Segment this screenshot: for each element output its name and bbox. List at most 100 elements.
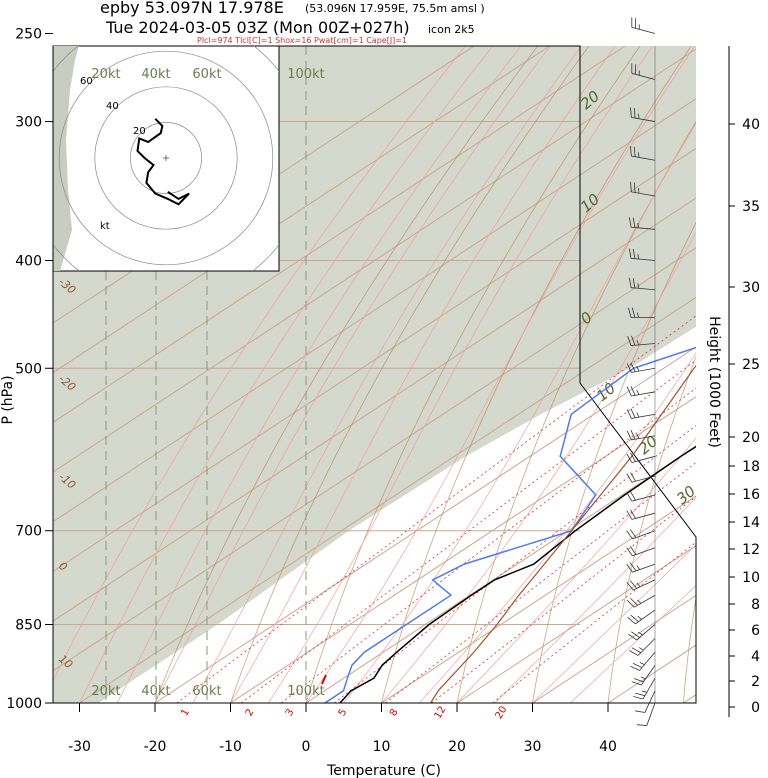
wind-barb [626,562,656,573]
height-tick-label: 14 [742,515,760,531]
y-tick-label: 500 [15,361,42,377]
dewpoint-profile [324,346,696,703]
wind-barb [631,17,656,34]
speed-label-bottom: 60kt [192,684,221,699]
isotherm-line [53,98,696,523]
mixing-ratio-label: 2 [244,707,257,718]
moist-adiabat [494,497,696,703]
speed-label-bottom: 100kt [287,684,324,699]
wind-barb [628,624,656,641]
moist-adiabat [531,544,696,703]
dry-adiabat [456,120,696,703]
height-tick-label: 12 [742,542,760,558]
wind-barb [629,638,656,656]
speed-label-bottom: 40kt [141,684,170,699]
moist-adiabat [79,46,494,703]
isotherm-line [53,46,627,424]
height-tick-label: 6 [751,623,760,639]
height-tick-label: 2 [751,674,760,690]
wind-barb [626,546,656,557]
station-name: epby 53.097N 17.978E [100,0,284,17]
mixing-ratio-label: 1 [179,707,192,718]
moist-adiabat [154,46,551,703]
wind-barb [636,702,656,726]
isotherm-line [53,247,696,672]
y-tick-label: 1000 [6,696,42,712]
wind-barb [627,609,656,625]
moist-adiabat [305,46,696,703]
moist-adiabat [116,46,522,703]
moist-adiabat [267,46,653,703]
dry-adiabat [607,355,696,703]
isotherm-line [456,545,696,703]
dry-adiabat [381,46,692,703]
wind-barb [631,63,656,80]
isotherm-line [305,445,696,703]
moist-adiabat [53,46,466,682]
height-tick-label: 8 [751,597,760,613]
moist-adiabat [381,231,696,703]
wind-barb [634,690,656,713]
x-tick-label: 30 [524,739,542,755]
wind-barb [630,107,656,122]
wind-barb [626,386,656,397]
y-tick-label: 250 [15,27,42,43]
hodograph-ring [130,122,202,194]
wind-barb [628,248,656,261]
height-tick-label: 40 [742,117,760,133]
y-axis-label: P (hPa) [0,375,16,424]
height-tick-label: 4 [751,649,760,665]
hodograph-ring-label: 40 [106,101,119,112]
wind-barb [626,362,656,373]
isotherm-line [381,495,696,703]
x-tick-label: -10 [219,739,242,755]
sounding-indices: Plcl=974 Tlcl[C]=1 Shox=16 Pwat[cm]=1 Ca… [197,36,407,45]
dry-adiabat [532,221,696,703]
dry-adiabat [230,46,590,703]
wind-barb [630,146,656,161]
y-tick-label: 700 [15,524,42,540]
x-tick-label: -20 [144,739,167,755]
height-tick-label: 25 [742,357,760,373]
height-tick-label: 20 [742,430,760,446]
wind-barb [626,509,656,520]
x-tick-label: 40 [599,739,617,755]
mixing-ratio-label: 3 [284,707,297,718]
speed-label-top: 100kt [287,67,324,82]
isotherm-line [79,296,696,703]
height-tick-label: 10 [742,570,760,586]
moist-adiabat [569,585,696,703]
wind-barb [627,335,656,346]
height-axis-label: Height (1000 Feet) [706,316,722,448]
wind-barb [626,579,656,591]
lcl-marker [321,674,327,685]
wind-barb [633,678,656,700]
hodograph-ring [58,50,274,266]
wind-barb [630,651,656,671]
wind-barb [628,217,656,230]
isotherm-line [154,346,696,703]
moist-adiabat [230,46,616,703]
temperature-profile [339,445,696,703]
x-tick-label: 0 [302,739,311,755]
dry-adiabat [305,46,641,703]
wind-barb [628,277,656,291]
moist-adiabat [418,352,696,703]
hodograph-ring-label: 60 [80,76,93,87]
hodograph-shade [53,46,79,271]
height-tick-label: 16 [742,487,760,503]
x-axis-label: Temperature (C) [326,763,441,778]
dry-adiabat [683,595,696,703]
station-detail: (53.096N 17.959E, 75.5m amsl ) [305,2,485,15]
isotherm-line [53,197,696,622]
wind-barb [626,529,656,540]
height-tick-label: 18 [742,459,760,475]
wind-barb [626,472,656,483]
dry-adiabat [154,46,539,703]
wind-barb [630,181,656,197]
wind-barb [626,430,656,441]
isotherm-line [53,147,696,573]
parcel-profile [430,364,696,703]
